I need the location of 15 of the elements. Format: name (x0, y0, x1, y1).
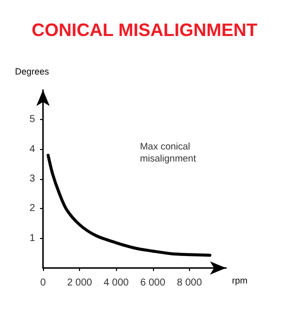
x-axis-title: rpm (232, 276, 248, 286)
y-axis-title: Degrees (15, 66, 50, 76)
y-tick-label: 3 (29, 174, 36, 184)
annotation: Max conical misalignment (140, 142, 196, 164)
line-series (46, 154, 212, 257)
x-tick-label: 2 000 (67, 278, 93, 288)
y-tick-label: 2 (29, 203, 36, 214)
x-tick-label: 0 (40, 278, 46, 288)
chart-title: CONICAL MISALIGNMENT (32, 20, 258, 40)
y-tick-label: 1 (29, 232, 36, 244)
y-tick-label: 4 (29, 144, 36, 155)
x-tick-label: 4 000 (104, 278, 130, 288)
x-tick-label: 8 000 (176, 278, 202, 288)
x-tick-label: 6 000 (140, 278, 166, 288)
y-tick-label: 5 (29, 114, 36, 126)
